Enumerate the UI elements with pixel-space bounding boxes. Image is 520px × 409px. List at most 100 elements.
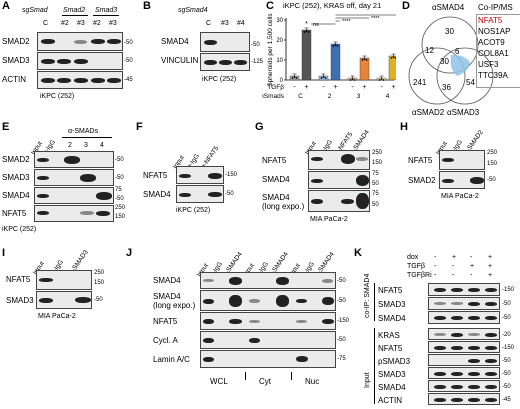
mw-marker: 150 — [94, 280, 105, 286]
mw-marker: -150 — [225, 172, 238, 178]
lane-label: C — [43, 20, 49, 27]
blot-strip — [200, 53, 250, 71]
shsmad-group-label: 4 — [386, 93, 390, 100]
row-label: SMAD3 — [2, 56, 30, 65]
row-label: KRAS — [378, 331, 400, 340]
row-label: NFAT5 — [2, 209, 27, 218]
data-point — [307, 31, 310, 33]
lane-label: #3 — [77, 20, 85, 27]
coip-group-label: co-IP: SMAD4 — [364, 273, 371, 318]
coip-list-box — [476, 14, 520, 88]
lane-label: #2 — [61, 20, 69, 27]
mw-marker: -50 — [115, 157, 124, 163]
mw-marker: -50 — [124, 40, 133, 46]
y-tick-label: 0 — [280, 78, 284, 84]
lane-label: #3 — [221, 20, 229, 27]
condition-value: + — [488, 254, 493, 261]
coip-item: ACOT9 — [478, 38, 505, 47]
blot-strip — [428, 380, 500, 392]
row-label: ACTIN — [378, 396, 402, 405]
blot-strip — [176, 185, 224, 203]
mw-marker: 50 — [372, 181, 379, 187]
mw-marker: -50 — [225, 191, 234, 197]
group-label: α-SMADs — [68, 128, 99, 135]
row-label: shSmads — [262, 93, 285, 100]
mw-marker: 250 — [487, 150, 498, 156]
data-point — [332, 45, 335, 47]
panel-label: F — [136, 121, 143, 133]
row-label: SMAD2 — [408, 176, 436, 185]
condition-value: - — [452, 272, 455, 279]
lane-label: 2 — [68, 142, 72, 149]
condition-value: - — [470, 254, 473, 261]
mw-marker: -50 — [502, 358, 511, 364]
tgfb-value: - — [322, 84, 325, 91]
shsmad-group-label: C — [298, 93, 303, 100]
chart-title: iKPC (252), KRAS off, day 21 — [283, 1, 382, 10]
mw-marker: -20 — [502, 332, 511, 338]
blot-strip — [34, 205, 114, 222]
row-label: SMAD4 — [378, 383, 406, 392]
blot-strip — [200, 350, 336, 368]
data-point — [295, 77, 298, 79]
blot-strip — [34, 151, 114, 168]
row-label: VINCULIN — [161, 56, 199, 65]
coip-item: USF3 — [478, 60, 499, 69]
panel-label: J — [126, 247, 133, 259]
row-label: TGFβ — [267, 84, 284, 91]
blot-strip — [200, 312, 336, 330]
sgsmad-header: sgSmad — [22, 7, 48, 14]
arrow-icon: ← — [363, 196, 370, 203]
data-point — [390, 57, 393, 59]
tgfb-value: + — [304, 84, 308, 91]
mw-marker: 75 — [372, 191, 379, 197]
mw-marker: -150 — [502, 345, 515, 351]
condition-value: + — [488, 272, 493, 279]
mw-marker: 150 — [115, 214, 126, 220]
mw-marker: -50 — [124, 58, 133, 64]
row-label: NFAT5 — [143, 171, 168, 180]
lane-label: 4 — [100, 142, 104, 149]
data-point — [320, 77, 323, 79]
blot-strip — [176, 166, 224, 184]
panel-label: I — [2, 247, 6, 259]
panel-label: C — [266, 0, 274, 12]
data-point — [291, 77, 294, 79]
mw-marker: -50 — [502, 371, 511, 377]
panel-label: G — [255, 121, 264, 133]
mw-marker: -50 — [487, 177, 496, 183]
blot-strip — [428, 297, 500, 310]
data-point — [365, 59, 368, 61]
data-point — [392, 56, 395, 58]
significance-mark: **** — [342, 19, 351, 25]
row-label: SMAD2 — [2, 37, 30, 46]
row-label: SMAD4 — [161, 37, 189, 46]
significance-mark: ns — [313, 22, 319, 28]
venn-circle-label: αSMAD2 — [412, 108, 445, 117]
row-label: ACTIN — [2, 75, 26, 84]
tgfb-value: + — [362, 84, 366, 91]
row-label: SMAD4 — [153, 292, 181, 301]
shsmad-group-label: 3 — [357, 93, 361, 100]
tgfb-value: - — [351, 84, 354, 91]
mw-marker: 75 — [372, 171, 379, 177]
data-point — [351, 78, 354, 80]
condition-value: + — [470, 263, 475, 270]
row-label: NFAT5 — [378, 344, 403, 353]
coip-item: COL8A1 — [478, 49, 509, 58]
condition-label: TGFβ — [407, 263, 426, 270]
blot-strip — [428, 393, 500, 405]
coip-item: NFAT5 — [478, 16, 503, 25]
mw-marker: 250 — [372, 150, 383, 156]
row-label: NFAT5 — [408, 156, 433, 165]
cell-line-label: iKPC (252) — [2, 226, 37, 233]
row-label: SMAD3 — [6, 296, 34, 305]
condition-value: - — [434, 263, 437, 270]
data-point — [303, 31, 306, 33]
cell-line-label: iKPC (252) — [202, 76, 237, 83]
panel-label: D — [402, 0, 410, 12]
condition-label: TGFβRi — [407, 272, 432, 279]
fraction-label: Cyt — [259, 377, 271, 386]
row-label: SMAD4 — [2, 191, 30, 200]
blot-strip — [308, 150, 370, 170]
